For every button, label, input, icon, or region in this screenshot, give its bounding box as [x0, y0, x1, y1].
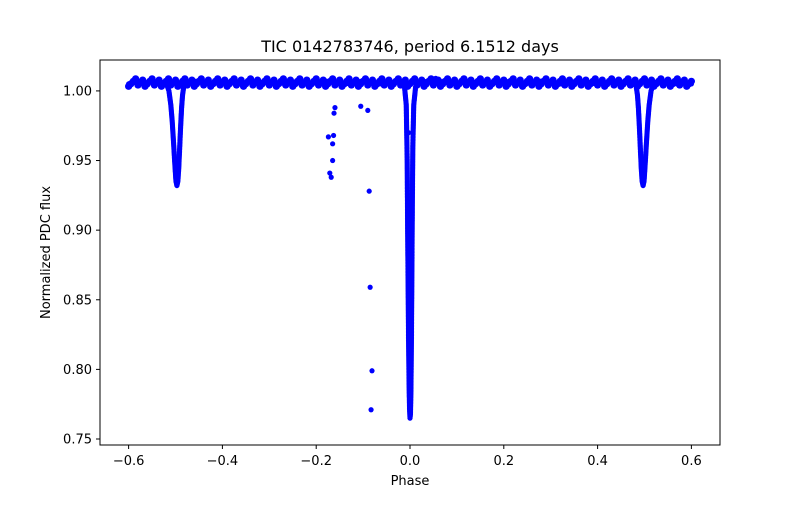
- data-point: [331, 110, 337, 116]
- data-point: [684, 79, 690, 86]
- data-point: [369, 368, 375, 374]
- y-tick-label: 0.90: [63, 224, 92, 239]
- data-point: [327, 170, 333, 176]
- x-tick-label: −0.6: [113, 454, 145, 469]
- data-point: [678, 79, 684, 85]
- x-tick-label: 0.4: [587, 454, 608, 469]
- data-point: [358, 103, 364, 109]
- y-axis: 0.75 0.80 0.85 0.90 0.95 1.00: [63, 84, 100, 448]
- data-point: [330, 141, 336, 147]
- data-point: [328, 174, 334, 180]
- chart-title: TIC 0142783746, period 6.1512 days: [260, 37, 559, 56]
- data-point: [330, 132, 337, 139]
- data-point: [365, 107, 371, 114]
- data-point: [325, 134, 331, 140]
- y-tick-label: 0.95: [63, 154, 92, 169]
- x-tick-label: 0.6: [681, 454, 702, 469]
- x-axis: −0.6 −0.4 −0.2 0.0 0.2 0.4 0.6: [113, 445, 702, 469]
- y-tick-label: 0.75: [63, 433, 92, 448]
- data-points: [125, 75, 695, 421]
- x-tick-label: 0.0: [400, 454, 421, 469]
- data-point: [688, 81, 694, 87]
- data-point: [368, 407, 374, 413]
- x-tick-label: 0.2: [493, 454, 514, 469]
- x-tick-label: −0.2: [300, 454, 332, 469]
- y-tick-label: 1.00: [63, 84, 92, 99]
- y-tick-label: 0.85: [63, 293, 92, 308]
- y-tick-label: 0.80: [63, 363, 92, 378]
- data-point: [366, 188, 372, 194]
- data-point: [330, 157, 336, 164]
- x-axis-label: Phase: [391, 474, 430, 489]
- y-axis-label: Normalized PDC flux: [39, 186, 54, 319]
- data-point: [332, 105, 338, 111]
- x-tick-label: −0.4: [207, 454, 239, 469]
- data-point: [367, 284, 373, 290]
